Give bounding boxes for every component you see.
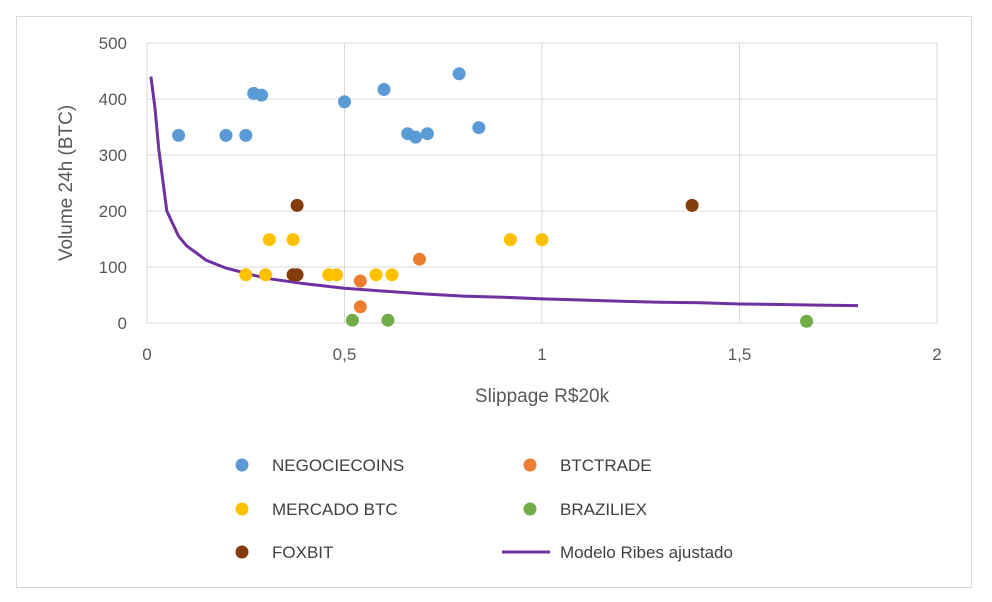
chart-frame (16, 16, 972, 588)
legend-swatch-negociecoins (235, 458, 249, 472)
x-tick-label: 1,5 (728, 345, 752, 364)
point-negociecoins (255, 88, 269, 102)
point-negociecoins (172, 128, 186, 142)
point-mercado-btc (286, 233, 300, 247)
point-negociecoins (377, 83, 391, 96)
points-layer (172, 67, 814, 328)
legend-label-btctrade: BTCTRADE (560, 456, 652, 475)
x-tick-label: 0 (142, 345, 151, 364)
y-tick-label: 400 (99, 90, 127, 109)
x-tick-label: 0,5 (333, 345, 357, 364)
legend-label-negociecoins: NEGOCIECOINS (272, 456, 404, 475)
point-mercado-btc (385, 268, 399, 282)
fitted-line-layer (149, 76, 859, 308)
y-tick-label: 300 (99, 146, 127, 165)
point-btctrade (353, 300, 367, 314)
x-tick-labels: 0 0,5 1 1,5 2 (142, 345, 941, 364)
point-negociecoins (219, 128, 233, 142)
legend: NEGOCIECOINS BTCTRADE MERCADO BTC BRAZILIEX… (235, 456, 733, 562)
point-mercado-btc (259, 268, 272, 282)
point-braziliex (381, 313, 395, 327)
x-axis-title: Slippage R$20k (475, 386, 610, 407)
point-mercado-btc (369, 268, 383, 282)
legend-swatch-braziliex (523, 502, 537, 516)
y-tick-label: 500 (99, 34, 127, 53)
legend-swatch-mercado-btc (235, 502, 249, 516)
point-braziliex (800, 314, 814, 328)
y-tick-labels: 0 100 200 300 400 500 (99, 34, 127, 333)
point-mercado-btc (503, 233, 517, 247)
y-tick-label: 0 (118, 314, 127, 333)
legend-label-modelo-ribes-ajustado: Modelo Ribes ajustado (560, 543, 733, 562)
point-mercado-btc (239, 268, 253, 282)
point-negociecoins (338, 95, 351, 109)
point-foxbit (290, 198, 304, 212)
y-axis-title: Volume 24h (BTC) (56, 105, 77, 261)
legend-swatch-foxbit (235, 545, 249, 559)
point-btctrade (353, 274, 367, 288)
point-foxbit (685, 198, 699, 212)
point-foxbit (290, 268, 304, 282)
point-braziliex (345, 313, 359, 327)
legend-label-mercado-btc: MERCADO BTC (272, 500, 398, 519)
legend-swatch-btctrade (523, 458, 537, 472)
point-mercado-btc (262, 233, 276, 247)
point-btctrade (413, 252, 426, 266)
y-tick-label: 100 (99, 258, 127, 277)
point-negociecoins (409, 130, 423, 144)
point-mercado-btc (330, 268, 344, 282)
x-tick-label: 2 (932, 345, 941, 364)
point-negociecoins (420, 127, 434, 141)
point-negociecoins (239, 128, 253, 142)
series-line-modelo-ribes-ajustado (149, 76, 859, 308)
point-mercado-btc (535, 233, 549, 247)
legend-label-foxbit: FOXBIT (272, 543, 333, 562)
x-tick-label: 1 (537, 345, 546, 364)
legend-label-braziliex: BRAZILIEX (560, 500, 647, 519)
point-negociecoins (452, 67, 466, 81)
y-tick-label: 200 (99, 202, 127, 221)
point-negociecoins (472, 121, 486, 135)
